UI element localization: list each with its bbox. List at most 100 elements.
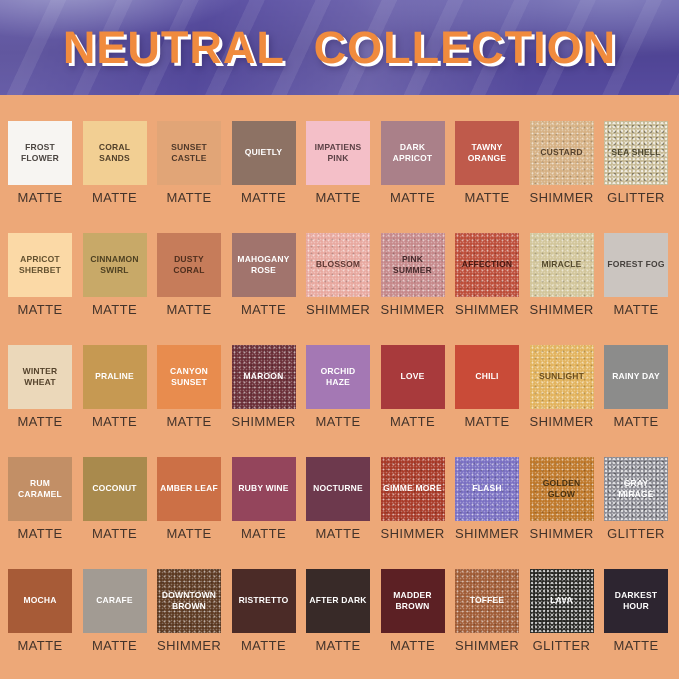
swatch-name: IMPATIENS PINK bbox=[314, 141, 362, 163]
finish-label: MATTE bbox=[166, 414, 212, 429]
swatch-grid: FROST FLOWER MATTE CORAL SANDS MATTE SUNSET … bbox=[0, 95, 679, 653]
swatch-name: CORAL SANDS bbox=[98, 141, 131, 163]
finish-label: SHIMMER bbox=[380, 302, 445, 317]
finish-label: MATTE bbox=[613, 638, 659, 653]
swatch-cell-ruby-wine: RUBY WINE MATTE bbox=[231, 457, 296, 541]
swatch-cell-rainy-day: RAINY DAY MATTE bbox=[604, 345, 668, 429]
swatch-cinnamon-swirl: CINNAMON SWIRL bbox=[82, 233, 147, 297]
swatch-name: SEA SHELL bbox=[611, 147, 661, 158]
swatch-name: PRALINE bbox=[95, 371, 134, 382]
swatch-cell-flash: FLASH SHIMMER bbox=[455, 457, 519, 541]
finish-label: MATTE bbox=[166, 526, 212, 541]
finish-label: SHIMMER bbox=[529, 414, 594, 429]
swatch-miracle: MIRACLE bbox=[529, 233, 594, 297]
swatch-cell-rum-caramel: RUM CARAMEL MATTE bbox=[8, 457, 72, 541]
swatch-gimme-more: GIMME MORE bbox=[380, 457, 445, 521]
finish-label: MATTE bbox=[17, 190, 63, 205]
swatch-name: MADDER BROWN bbox=[393, 589, 432, 611]
finish-label: MATTE bbox=[91, 414, 138, 429]
swatch-blossom: BLOSSOM bbox=[306, 233, 370, 297]
finish-label: GLITTER bbox=[532, 638, 591, 653]
swatch-name: GIMME MORE bbox=[383, 483, 442, 494]
swatch-name: MIRACLE bbox=[541, 259, 582, 270]
swatch-name: COCONUT bbox=[92, 483, 137, 494]
swatch-coral-sands: CORAL SANDS bbox=[82, 121, 147, 185]
swatch-cell-pink-summer: PINK SUMMER SHIMMER bbox=[380, 233, 445, 317]
swatch-name: DARK APRICOT bbox=[392, 141, 433, 163]
finish-label: SHIMMER bbox=[455, 638, 520, 653]
swatch-apricot-sherbet: APRICOT SHERBET bbox=[8, 233, 72, 297]
swatch-affection: AFFECTION bbox=[455, 233, 519, 297]
swatch-name: AFFECTION bbox=[461, 259, 513, 270]
swatch-cell-maroon: MAROON SHIMMER bbox=[231, 345, 296, 429]
finish-label: MATTE bbox=[17, 526, 63, 541]
swatch-dusty-coral: DUSTY CORAL bbox=[157, 233, 221, 297]
swatch-rainy-day: RAINY DAY bbox=[604, 345, 668, 409]
swatch-pink-summer: PINK SUMMER bbox=[380, 233, 445, 297]
swatch-cell-frost-flower: FROST FLOWER MATTE bbox=[8, 121, 72, 205]
finish-label: MATTE bbox=[315, 190, 361, 205]
finish-label: MATTE bbox=[613, 302, 659, 317]
swatch-golden-glow: GOLDEN GLOW bbox=[529, 457, 594, 521]
swatch-cell-apricot-sherbet: APRICOT SHERBET MATTE bbox=[8, 233, 72, 317]
finish-label: SHIMMER bbox=[306, 302, 371, 317]
swatch-name: MAHOGANY ROSE bbox=[237, 253, 290, 275]
swatch-name: AFTER DARK bbox=[309, 595, 367, 606]
swatch-toffee: TOFFEE bbox=[455, 569, 519, 633]
swatch-name: MAROON bbox=[243, 371, 284, 382]
swatch-cell-coral-sands: CORAL SANDS MATTE bbox=[82, 121, 147, 205]
swatch-name: TAWNY ORANGE bbox=[467, 141, 507, 163]
swatch-name: MOCHA bbox=[23, 595, 57, 606]
finish-label: MATTE bbox=[91, 526, 138, 541]
swatch-name: NOCTURNE bbox=[313, 483, 363, 494]
finish-label: MATTE bbox=[17, 414, 63, 429]
swatch-cell-mocha: MOCHA MATTE bbox=[8, 569, 72, 653]
swatch-cell-mahogany-rose: MAHOGANY ROSE MATTE bbox=[231, 233, 296, 317]
finish-label: MATTE bbox=[17, 638, 63, 653]
swatch-cell-praline: PRALINE MATTE bbox=[82, 345, 147, 429]
swatch-coconut: COCONUT bbox=[82, 457, 147, 521]
swatch-praline: PRALINE bbox=[82, 345, 147, 409]
swatch-name: CARAFE bbox=[96, 595, 133, 606]
swatch-name: RISTRETTO bbox=[238, 595, 289, 606]
finish-label: MATTE bbox=[166, 302, 212, 317]
swatch-gray-mirage: GRAY MIRAGE bbox=[604, 457, 668, 521]
swatch-name: RUM CARAMEL bbox=[18, 477, 62, 499]
finish-label: MATTE bbox=[389, 638, 436, 653]
swatch-cell-nocturne: NOCTURNE MATTE bbox=[306, 457, 370, 541]
swatch-cell-impatiens-pink: IMPATIENS PINK MATTE bbox=[306, 121, 370, 205]
swatch-cell-carafe: CARAFE MATTE bbox=[82, 569, 147, 653]
swatch-mahogany-rose: MAHOGANY ROSE bbox=[231, 233, 296, 297]
finish-label: MATTE bbox=[613, 414, 659, 429]
swatch-cell-miracle: MIRACLE SHIMMER bbox=[529, 233, 594, 317]
swatch-canyon-sunset: CANYON SUNSET bbox=[157, 345, 221, 409]
swatch-madder-brown: MADDER BROWN bbox=[380, 569, 445, 633]
swatch-cell-cinnamon-swirl: CINNAMON SWIRL MATTE bbox=[82, 233, 147, 317]
swatch-name: QUIETLY bbox=[244, 147, 283, 158]
swatch-cell-forest-fog: FOREST FOG MATTE bbox=[604, 233, 668, 317]
swatch-ruby-wine: RUBY WINE bbox=[231, 457, 296, 521]
swatch-name: RUBY WINE bbox=[238, 483, 289, 494]
swatch-ristretto: RISTRETTO bbox=[231, 569, 296, 633]
swatch-carafe: CARAFE bbox=[82, 569, 147, 633]
finish-label: MATTE bbox=[240, 638, 287, 653]
swatch-cell-chili: CHILI MATTE bbox=[455, 345, 519, 429]
finish-label: MATTE bbox=[389, 414, 436, 429]
swatch-sunset-castle: SUNSET CASTLE bbox=[157, 121, 221, 185]
finish-label: MATTE bbox=[91, 302, 138, 317]
swatch-name: FROST FLOWER bbox=[20, 141, 60, 163]
swatch-name: PINK SUMMER bbox=[393, 253, 432, 275]
swatch-name: GOLDEN GLOW bbox=[542, 477, 581, 499]
swatch-cell-affection: AFFECTION SHIMMER bbox=[455, 233, 519, 317]
swatch-name: FLASH bbox=[472, 483, 502, 494]
swatch-name: FOREST FOG bbox=[607, 259, 665, 270]
swatch-name: CANYON SUNSET bbox=[169, 365, 209, 387]
swatch-name: TOFFEE bbox=[469, 595, 505, 606]
swatch-custard: CUSTARD bbox=[529, 121, 594, 185]
finish-label: MATTE bbox=[166, 190, 212, 205]
finish-label: SHIMMER bbox=[455, 302, 520, 317]
swatch-cell-quietly: QUIETLY MATTE bbox=[231, 121, 296, 205]
swatch-lava: LAVA bbox=[529, 569, 594, 633]
swatch-cell-love: LOVE MATTE bbox=[380, 345, 445, 429]
